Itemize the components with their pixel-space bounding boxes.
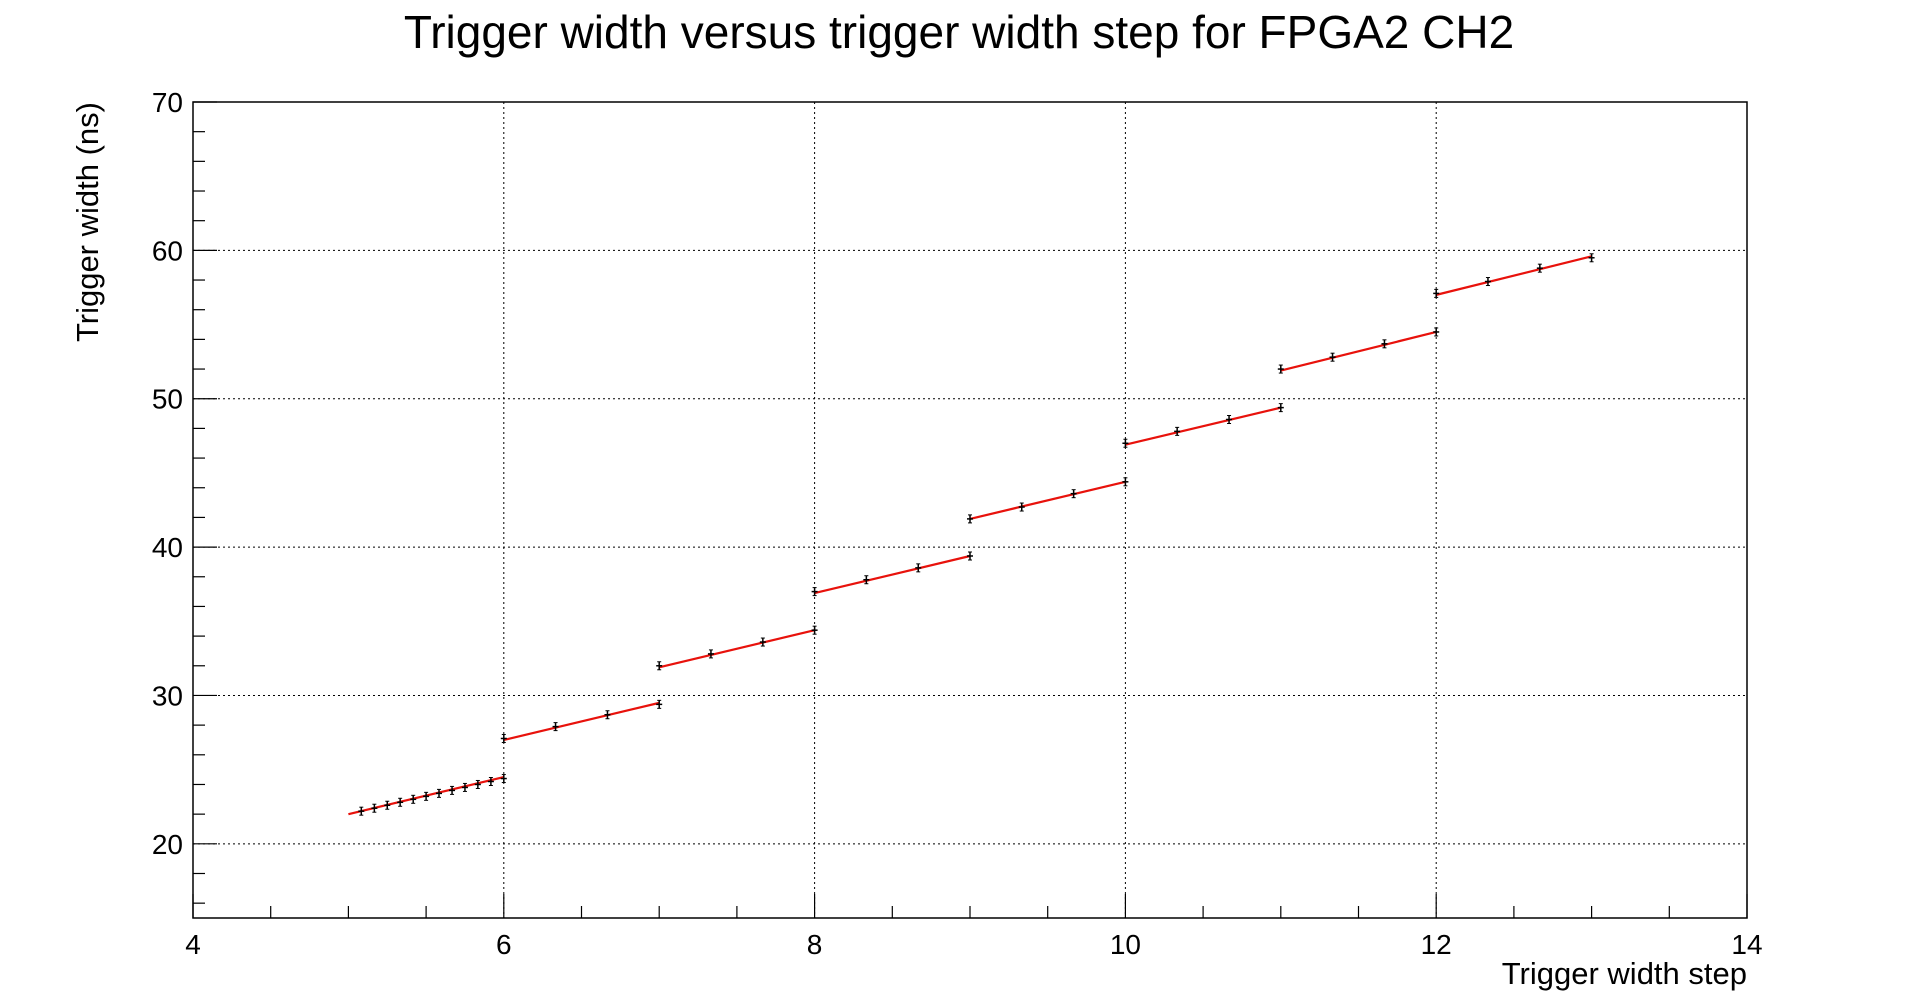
data-point: [487, 777, 494, 787]
x-tick-label: 6: [496, 929, 512, 960]
data-point: [811, 625, 818, 635]
tick-labels: 4 6 8 10 12 14 20 30 40 50 60 70: [152, 87, 1763, 960]
data-point: [1381, 339, 1388, 349]
x-tick-label: 8: [807, 929, 823, 960]
data-point: [423, 791, 430, 801]
data-point: [1277, 403, 1284, 413]
data-point: [474, 779, 481, 789]
data-point: [1329, 352, 1336, 362]
data-point: [552, 722, 559, 732]
data-point: [656, 699, 663, 709]
y-tick-label: 70: [152, 87, 183, 118]
data-point: [461, 782, 468, 792]
data-point: [358, 806, 365, 816]
y-tick-label: 30: [152, 680, 183, 711]
data-point: [1226, 414, 1233, 424]
fit-line: [658, 629, 815, 669]
y-tick-label: 20: [152, 829, 183, 860]
x-tick-label: 14: [1731, 929, 1762, 960]
x-tick-label: 12: [1421, 929, 1452, 960]
fit-line: [814, 554, 971, 595]
fit-line: [969, 480, 1126, 520]
data-point: [1433, 288, 1440, 298]
data-point: [1277, 364, 1284, 374]
data-point: [435, 788, 442, 798]
data-point: [410, 794, 417, 804]
data-point: [656, 661, 663, 671]
data-point: [1122, 477, 1129, 487]
data-point: [384, 800, 391, 810]
y-tick-label: 50: [152, 384, 183, 415]
y-tick-label: 60: [152, 235, 183, 266]
data-point: [1174, 426, 1181, 436]
data-point: [863, 575, 870, 585]
data-point: [1018, 502, 1025, 512]
data-point: [371, 803, 378, 813]
y-axis-label: Trigger width (ns): [70, 102, 105, 342]
data-point: [449, 785, 456, 795]
chart-title: Trigger width versus trigger width step …: [404, 6, 1514, 58]
data-point: [1433, 327, 1440, 337]
data-point: [967, 551, 973, 561]
data-point: [811, 587, 818, 597]
data-point: [604, 710, 611, 720]
data-points: [358, 253, 1595, 816]
x-tick-label: 4: [185, 929, 201, 960]
fit-line: [503, 701, 660, 742]
fit-line: [1125, 406, 1282, 446]
data-point: [1536, 263, 1543, 273]
data-point: [397, 797, 404, 807]
data-point: [915, 563, 922, 573]
data-point: [1484, 277, 1491, 287]
fit-line: [1435, 255, 1592, 296]
fit-line: [1280, 330, 1437, 372]
y-tick-label: 40: [152, 532, 183, 563]
data-point: [759, 637, 766, 647]
grid: [193, 102, 1747, 918]
data-point: [1588, 253, 1595, 263]
data-point: [707, 649, 714, 659]
data-point: [500, 774, 507, 784]
fit-lines: [348, 255, 1592, 816]
data-point: [1070, 489, 1077, 499]
data-point: [500, 733, 507, 743]
x-tick-label: 10: [1110, 929, 1141, 960]
data-point: [1122, 438, 1129, 448]
x-axis-label: Trigger width step: [1502, 956, 1747, 991]
data-point: [967, 514, 973, 524]
axis-ticks: [192, 101, 1748, 918]
